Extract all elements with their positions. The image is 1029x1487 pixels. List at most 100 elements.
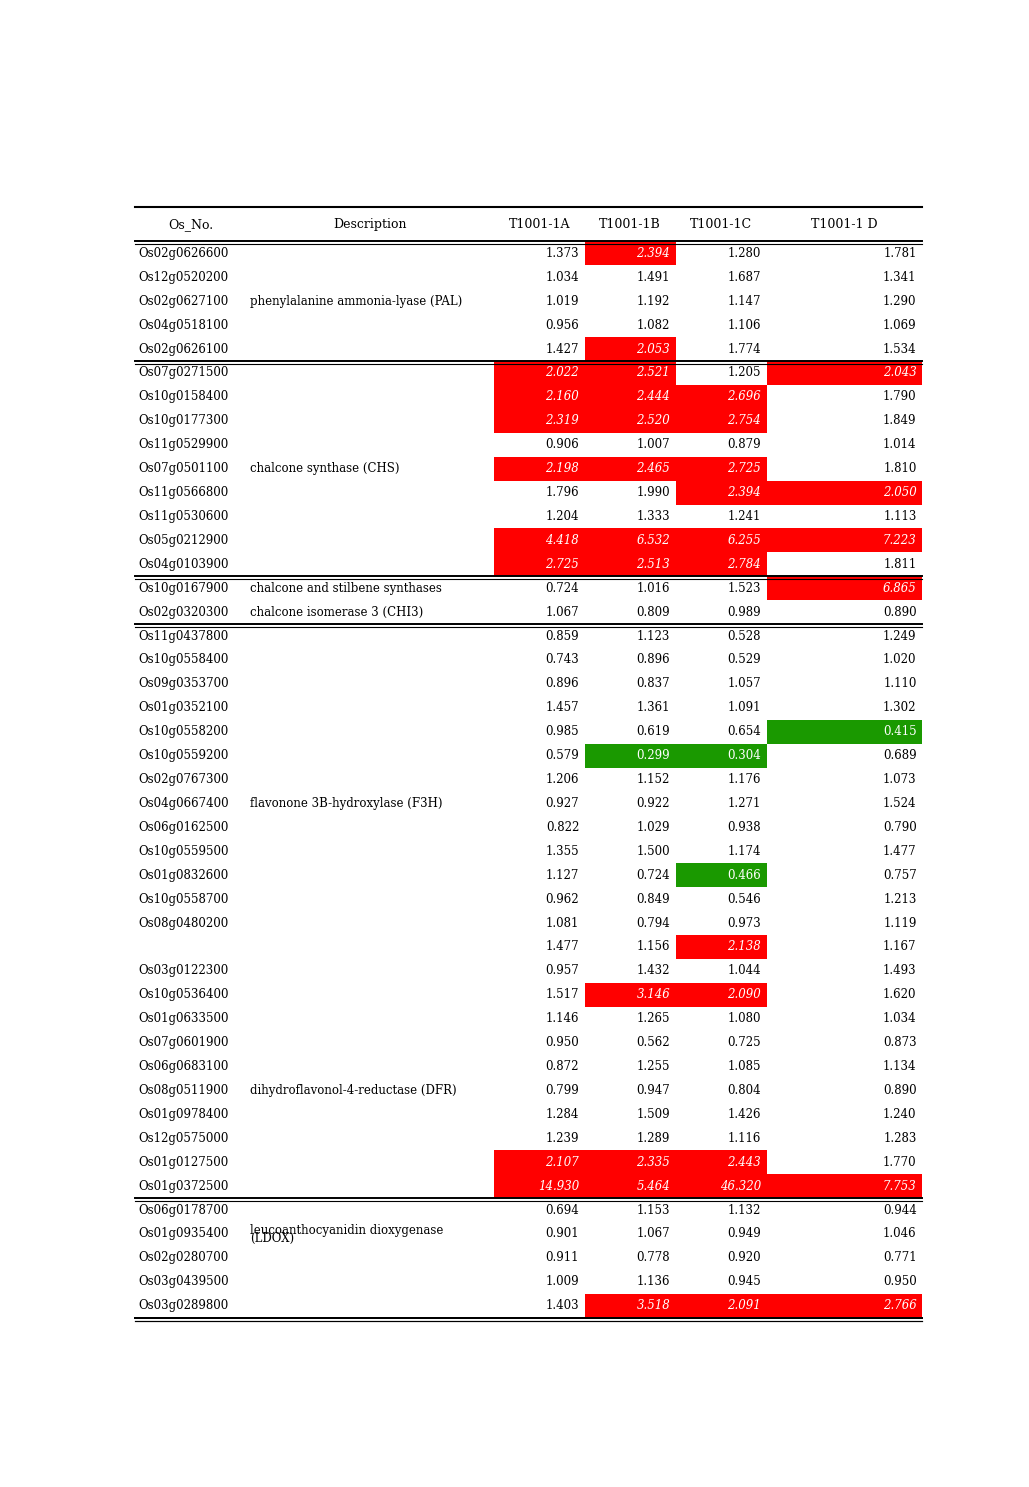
Text: 1.280: 1.280	[728, 247, 761, 260]
Text: Os02g0627100: Os02g0627100	[138, 294, 228, 308]
Text: 2.394: 2.394	[728, 486, 761, 500]
Text: 1.091: 1.091	[728, 702, 761, 714]
Text: 1.290: 1.290	[883, 294, 917, 308]
Text: 1.044: 1.044	[728, 965, 761, 977]
Text: 0.989: 0.989	[728, 605, 761, 619]
Text: 0.619: 0.619	[637, 726, 670, 738]
Bar	[584, 983, 676, 1007]
Text: 2.138: 2.138	[728, 940, 761, 953]
Text: 1.085: 1.085	[728, 1060, 761, 1074]
Text: Os02g0320300: Os02g0320300	[138, 605, 228, 619]
Text: Os10g0177300: Os10g0177300	[138, 415, 228, 427]
Text: 1.477: 1.477	[545, 940, 579, 953]
Bar	[494, 457, 584, 480]
Text: Os07g0501100: Os07g0501100	[138, 462, 228, 476]
Text: Os10g0536400: Os10g0536400	[138, 989, 228, 1001]
Text: 2.053: 2.053	[636, 342, 670, 355]
Text: 6.255: 6.255	[728, 534, 761, 547]
Text: phenylalanine ammonia-lyase (PAL): phenylalanine ammonia-lyase (PAL)	[250, 294, 462, 308]
Text: Os01g0832600: Os01g0832600	[138, 868, 228, 882]
Text: 1.249: 1.249	[883, 629, 917, 642]
Text: 2.091: 2.091	[728, 1300, 761, 1312]
Text: 1.019: 1.019	[545, 294, 579, 308]
Text: 0.911: 0.911	[545, 1252, 579, 1264]
Text: 1.239: 1.239	[545, 1132, 579, 1145]
Text: 2.754: 2.754	[728, 415, 761, 427]
Bar	[584, 338, 676, 361]
Text: 1.355: 1.355	[545, 845, 579, 858]
Text: 1.127: 1.127	[545, 868, 579, 882]
Text: Os01g0372500: Os01g0372500	[138, 1179, 228, 1193]
Text: 0.304: 0.304	[728, 749, 761, 763]
Text: 0.771: 0.771	[883, 1252, 917, 1264]
Text: 1.134: 1.134	[883, 1060, 917, 1074]
Text: 1.523: 1.523	[728, 581, 761, 595]
Bar	[676, 480, 767, 504]
Text: Os06g0683100: Os06g0683100	[138, 1060, 228, 1074]
Text: Os05g0212900: Os05g0212900	[138, 534, 228, 547]
Text: 0.927: 0.927	[545, 797, 579, 810]
Text: 0.879: 0.879	[728, 439, 761, 451]
Text: Os11g0437800: Os11g0437800	[138, 629, 228, 642]
Text: 0.873: 0.873	[883, 1036, 917, 1050]
Bar	[676, 552, 767, 577]
Text: 1.014: 1.014	[883, 439, 917, 451]
Text: 1.136: 1.136	[637, 1276, 670, 1288]
Text: Os10g0558400: Os10g0558400	[138, 653, 228, 666]
Bar	[494, 1175, 584, 1199]
Text: 2.090: 2.090	[728, 989, 761, 1001]
Text: 1.206: 1.206	[545, 773, 579, 787]
Text: 1.500: 1.500	[637, 845, 670, 858]
Text: Os11g0530600: Os11g0530600	[138, 510, 228, 523]
Bar	[767, 1294, 922, 1317]
Text: 1.205: 1.205	[728, 366, 761, 379]
Bar	[494, 361, 584, 385]
Text: Os02g0626100: Os02g0626100	[138, 342, 228, 355]
Text: 0.962: 0.962	[545, 892, 579, 906]
Text: 1.082: 1.082	[637, 318, 670, 332]
Text: 1.284: 1.284	[545, 1108, 579, 1121]
Bar	[676, 935, 767, 959]
Text: 0.973: 0.973	[728, 916, 761, 929]
Bar	[584, 409, 676, 433]
Text: 1.153: 1.153	[637, 1203, 670, 1216]
Text: 0.743: 0.743	[545, 653, 579, 666]
Bar	[494, 528, 584, 552]
Text: 1.213: 1.213	[883, 892, 917, 906]
Text: 7.753: 7.753	[883, 1179, 917, 1193]
Text: 1.007: 1.007	[637, 439, 670, 451]
Text: Os10g0559500: Os10g0559500	[138, 845, 228, 858]
Text: 1.069: 1.069	[883, 318, 917, 332]
Bar	[494, 552, 584, 577]
Text: chalcone synthase (CHS): chalcone synthase (CHS)	[250, 462, 399, 476]
Text: 2.725: 2.725	[728, 462, 761, 476]
Text: 1.373: 1.373	[545, 247, 579, 260]
Text: Os02g0767300: Os02g0767300	[138, 773, 228, 787]
Text: 1.020: 1.020	[883, 653, 917, 666]
Text: 1.176: 1.176	[728, 773, 761, 787]
Text: 2.043: 2.043	[883, 366, 917, 379]
Text: 1.271: 1.271	[728, 797, 761, 810]
Text: Os08g0480200: Os08g0480200	[138, 916, 228, 929]
Bar	[767, 480, 922, 504]
Text: dihydroflavonol-4-reductase (DFR): dihydroflavonol-4-reductase (DFR)	[250, 1084, 457, 1097]
Text: 1.790: 1.790	[883, 391, 917, 403]
Text: T1001-1B: T1001-1B	[599, 217, 661, 230]
Bar	[676, 528, 767, 552]
Text: 1.152: 1.152	[637, 773, 670, 787]
Text: Os10g0558700: Os10g0558700	[138, 892, 228, 906]
Text: 0.957: 0.957	[545, 965, 579, 977]
Bar	[584, 241, 676, 265]
Text: 1.067: 1.067	[545, 605, 579, 619]
Text: 0.896: 0.896	[545, 678, 579, 690]
Text: 1.524: 1.524	[883, 797, 917, 810]
Text: 0.945: 0.945	[728, 1276, 761, 1288]
Text: 1.123: 1.123	[637, 629, 670, 642]
Bar	[767, 577, 922, 601]
Text: 0.890: 0.890	[883, 605, 917, 619]
Text: 0.920: 0.920	[728, 1252, 761, 1264]
Text: 1.774: 1.774	[728, 342, 761, 355]
Text: 46.320: 46.320	[719, 1179, 761, 1193]
Text: 1.116: 1.116	[728, 1132, 761, 1145]
Text: Os02g0626600: Os02g0626600	[138, 247, 228, 260]
